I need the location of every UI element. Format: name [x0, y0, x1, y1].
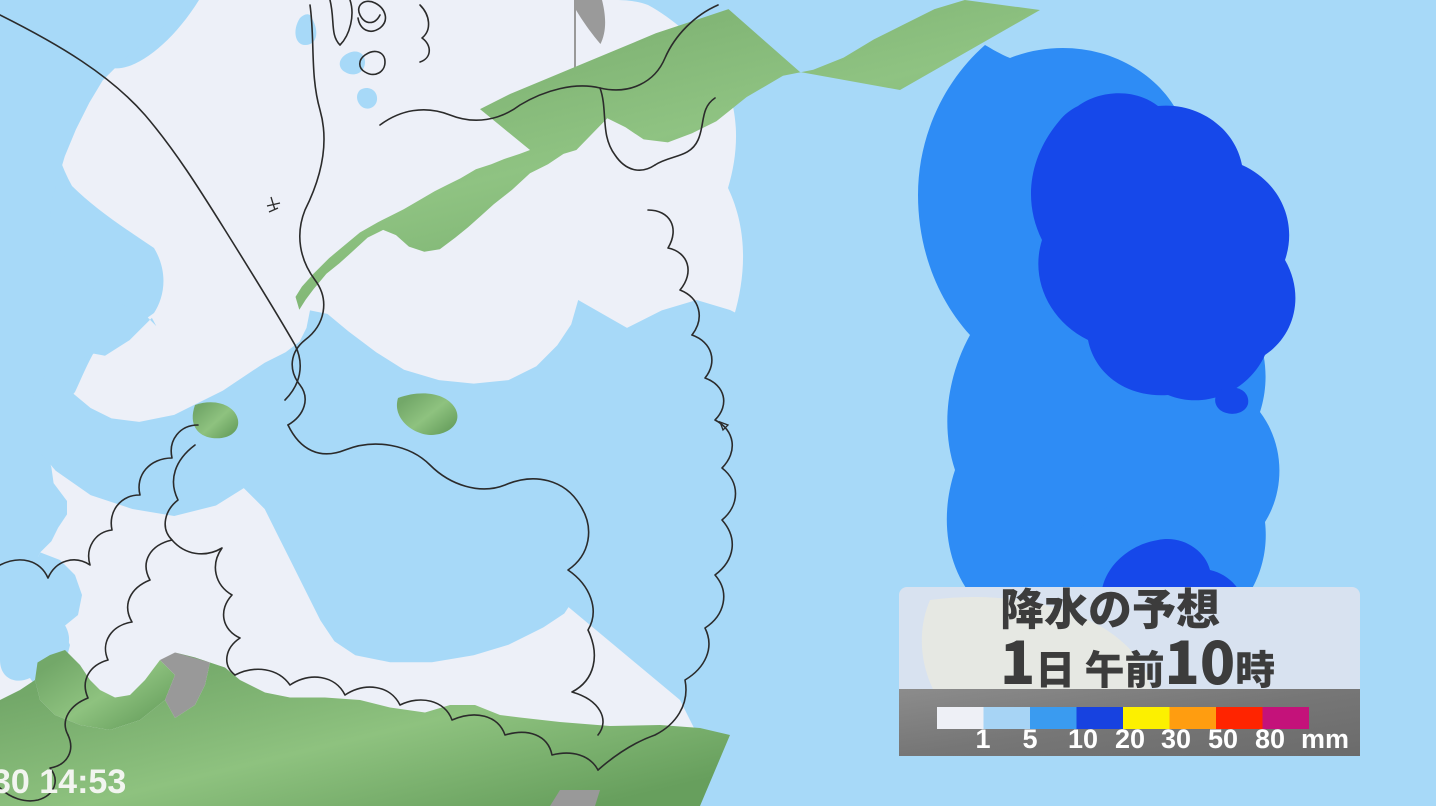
svg-text:mm: mm — [1301, 724, 1349, 754]
svg-text:5: 5 — [1022, 724, 1037, 754]
svg-text:10: 10 — [1068, 724, 1098, 754]
svg-text:80: 80 — [1255, 724, 1285, 754]
svg-text:30: 30 — [1161, 724, 1191, 754]
svg-text:1: 1 — [975, 724, 990, 754]
svg-text:20: 20 — [1115, 724, 1145, 754]
svg-text:30 14:53: 30 14:53 — [0, 763, 126, 801]
svg-text:50: 50 — [1208, 724, 1238, 754]
